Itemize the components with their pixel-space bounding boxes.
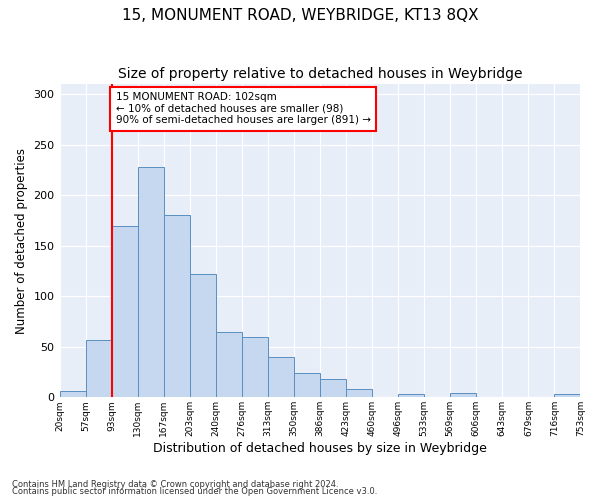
Bar — [190, 274, 216, 398]
Title: Size of property relative to detached houses in Weybridge: Size of property relative to detached ho… — [118, 68, 522, 82]
Text: Contains public sector information licensed under the Open Government Licence v3: Contains public sector information licen… — [12, 487, 377, 496]
Bar — [450, 393, 476, 398]
Bar — [346, 389, 372, 398]
Bar — [216, 332, 242, 398]
Bar — [398, 394, 424, 398]
Y-axis label: Number of detached properties: Number of detached properties — [15, 148, 28, 334]
Bar — [86, 340, 112, 398]
Text: Contains HM Land Registry data © Crown copyright and database right 2024.: Contains HM Land Registry data © Crown c… — [12, 480, 338, 489]
Bar — [294, 373, 320, 398]
Bar — [112, 226, 137, 398]
Bar — [164, 216, 190, 398]
Bar — [320, 379, 346, 398]
Text: 15, MONUMENT ROAD, WEYBRIDGE, KT13 8QX: 15, MONUMENT ROAD, WEYBRIDGE, KT13 8QX — [122, 8, 478, 22]
Bar — [242, 336, 268, 398]
Bar — [137, 167, 164, 398]
Bar — [268, 357, 294, 398]
X-axis label: Distribution of detached houses by size in Weybridge: Distribution of detached houses by size … — [153, 442, 487, 455]
Text: 15 MONUMENT ROAD: 102sqm
← 10% of detached houses are smaller (98)
90% of semi-d: 15 MONUMENT ROAD: 102sqm ← 10% of detach… — [116, 92, 371, 126]
Bar — [59, 391, 86, 398]
Bar — [554, 394, 581, 398]
